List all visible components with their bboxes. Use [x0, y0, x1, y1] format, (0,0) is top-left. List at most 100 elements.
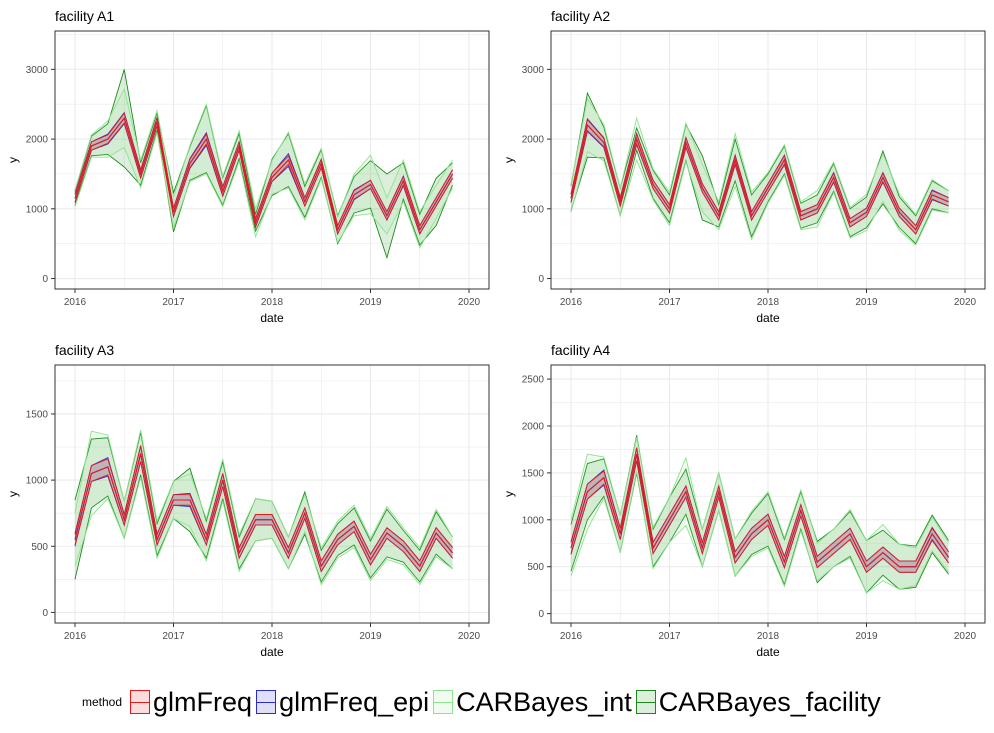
legend-label-carbayes-facility: CARBayes_facility — [658, 687, 881, 717]
x-tick-label: 2019 — [359, 297, 382, 308]
band-carbayes-int — [571, 437, 949, 593]
band-lower-glmfreq — [570, 129, 949, 235]
x-tick-label: 2018 — [261, 297, 284, 308]
band-lower-carbayes-int — [74, 132, 453, 249]
legend-item-glmfreq-epi: glmFreq_epi — [256, 687, 429, 717]
y-tick-label: 1000 — [522, 204, 545, 215]
band-glmfreq — [571, 119, 949, 234]
y-axis-label: y — [6, 491, 20, 497]
panel-2: 0 1000 2000 3000 2016 2017 2018 2019 2020 date y fa… — [502, 8, 986, 325]
legend-key-glmfreq — [130, 690, 151, 714]
x-tick-label: 2017 — [658, 297, 681, 308]
y-tick-label: 2000 — [522, 421, 545, 432]
band-carbayes-int — [75, 429, 453, 585]
band-upper-glmfreq — [570, 118, 949, 227]
y-axis-label: y — [502, 491, 516, 497]
y-axis-label: y — [6, 157, 20, 163]
y-tick-label: 0 — [538, 609, 544, 620]
band-glmfreq-epi — [75, 445, 453, 572]
legend-item-glmfreq: glmFreq — [130, 687, 252, 717]
band-carbayes-int — [75, 88, 453, 248]
y-tick-label: 1500 — [26, 409, 49, 420]
x-axis-label: date — [756, 645, 780, 659]
legend-label-carbayes-int: CARBayes_int — [456, 687, 632, 717]
band-carbayes-int — [571, 98, 949, 246]
x-tick-label: 2020 — [954, 297, 977, 308]
band-carbayes-facility — [75, 432, 453, 582]
y-tick-label: 2500 — [522, 375, 545, 386]
band-upper-carbayes-int — [74, 87, 453, 219]
band-lower-carbayes-facility — [570, 148, 949, 245]
y-tick-label: 1000 — [26, 476, 49, 487]
band-lower-carbayes-int — [570, 470, 949, 594]
x-axis-label: date — [260, 311, 284, 325]
legend: method glmFreq glmFreq_epi CARBayes_int … — [0, 680, 994, 724]
x-tick-label: 2020 — [458, 631, 481, 642]
x-tick-label: 2018 — [757, 297, 780, 308]
band-upper-carbayes-int — [74, 429, 453, 549]
y-tick-label: 1500 — [522, 468, 545, 479]
legend-item-carbayes-facility: CARBayes_facility — [635, 687, 881, 717]
band-upper-carbayes-facility — [570, 91, 949, 217]
y-tick-label: 1000 — [522, 515, 545, 526]
band-carbayes-facility — [75, 69, 453, 258]
panel-1: 0 1000 2000 3000 2016 2017 2018 2019 2020 date y fa… — [6, 8, 490, 325]
x-tick-label: 2018 — [757, 631, 780, 642]
series-line-glmfreq — [570, 454, 949, 568]
y-tick-label: 0 — [42, 274, 48, 285]
series-line-glmfreq — [74, 453, 453, 568]
x-axis-label: date — [756, 311, 780, 325]
x-tick-label: 2017 — [162, 631, 185, 642]
y-axis-label: y — [502, 157, 516, 163]
legend-label-glmfreq: glmFreq — [153, 687, 253, 717]
x-tick-label: 2016 — [560, 631, 583, 642]
panel-title: facility A1 — [55, 8, 114, 24]
x-tick-label: 2020 — [954, 631, 977, 642]
band-lower-glmfreq — [74, 461, 453, 573]
x-tick-label: 2019 — [855, 297, 878, 308]
legend-key-carbayes-facility — [635, 690, 656, 714]
x-tick-label: 2016 — [64, 631, 87, 642]
y-tick-label: 2000 — [522, 135, 545, 146]
x-axis-label: date — [260, 645, 284, 659]
y-tick-label: 500 — [527, 562, 544, 573]
band-upper-carbayes-int — [570, 437, 949, 549]
x-tick-label: 2019 — [359, 631, 382, 642]
x-tick-label: 2020 — [458, 297, 481, 308]
series-line-glmfreq — [570, 124, 949, 231]
band-lower-carbayes-int — [74, 477, 453, 586]
y-tick-label: 0 — [42, 608, 48, 619]
x-tick-label: 2017 — [658, 631, 681, 642]
x-tick-label: 2017 — [162, 297, 185, 308]
y-tick-label: 500 — [31, 542, 48, 553]
legend-key-glmfreq-epi — [256, 690, 277, 714]
y-tick-label: 3000 — [26, 65, 49, 76]
band-upper-glmfreq — [74, 112, 453, 227]
y-tick-label: 2000 — [26, 135, 49, 146]
legend-label-glmfreq-epi: glmFreq_epi — [279, 687, 430, 717]
legend-key-carbayes-int — [433, 690, 454, 714]
panel-title: facility A2 — [551, 8, 610, 24]
x-tick-label: 2016 — [560, 297, 583, 308]
legend-row: method glmFreq glmFreq_epi CARBayes_int … — [82, 680, 885, 724]
y-tick-label: 1000 — [26, 204, 49, 215]
band-lower-carbayes-int — [570, 150, 949, 246]
series-line-glmfreq — [74, 117, 454, 232]
legend-item-carbayes-int: CARBayes_int — [433, 687, 632, 717]
band-upper-carbayes-int — [570, 97, 949, 216]
y-tick-label: 3000 — [522, 65, 545, 76]
band-glmfreq-epi — [571, 118, 949, 234]
panel-3: 0 500 1000 1500 2016 2017 2018 2019 2020 date y fac… — [6, 342, 490, 659]
band-lower-glmfreq — [74, 122, 453, 236]
panel-title: facility A3 — [55, 342, 114, 358]
panel-4: 0 500 1000 1500 2000 2500 2016 2017 2018 2019 2020… — [502, 342, 986, 659]
y-tick-label: 0 — [538, 274, 544, 285]
band-glmfreq — [75, 445, 453, 572]
x-tick-label: 2018 — [261, 631, 284, 642]
panel-title: facility A4 — [551, 342, 610, 358]
x-tick-label: 2019 — [855, 631, 878, 642]
band-upper-glmfreq — [570, 447, 949, 562]
band-upper-glmfreq — [74, 445, 453, 562]
legend-title: method — [82, 695, 123, 709]
